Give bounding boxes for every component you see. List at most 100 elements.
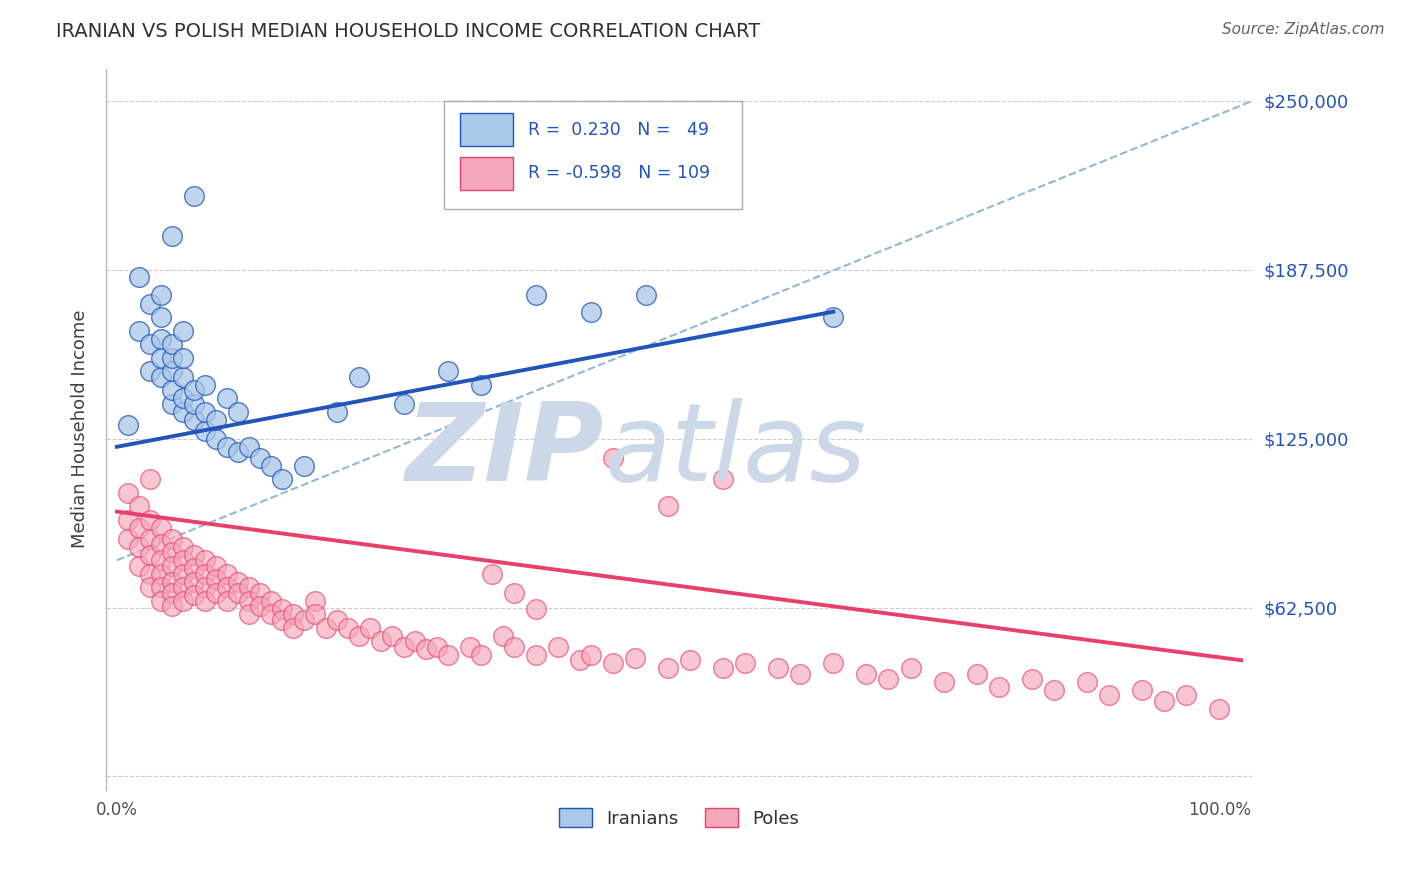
Point	[217, 594, 239, 608]
Point	[139, 532, 162, 546]
Point	[183, 383, 205, 397]
Point	[823, 310, 845, 324]
Point	[205, 558, 228, 573]
Text: Source: ZipAtlas.com: Source: ZipAtlas.com	[1222, 22, 1385, 37]
Point	[117, 532, 139, 546]
Point	[624, 650, 647, 665]
Point	[711, 661, 734, 675]
Point	[1153, 694, 1175, 708]
Point	[249, 585, 271, 599]
Point	[150, 580, 173, 594]
Point	[249, 450, 271, 465]
Point	[502, 585, 524, 599]
Point	[579, 648, 602, 662]
Point	[226, 574, 249, 589]
Point	[172, 324, 194, 338]
Point	[426, 640, 449, 654]
Point	[139, 580, 162, 594]
Point	[238, 580, 260, 594]
Point	[205, 585, 228, 599]
Point	[238, 607, 260, 622]
Point	[1043, 682, 1066, 697]
Point	[283, 607, 305, 622]
Point	[160, 574, 183, 589]
Point	[205, 413, 228, 427]
Point	[128, 540, 150, 554]
Point	[217, 391, 239, 405]
Point	[150, 553, 173, 567]
Point	[160, 337, 183, 351]
Point	[217, 580, 239, 594]
Point	[160, 364, 183, 378]
Point	[823, 656, 845, 670]
Point	[150, 310, 173, 324]
FancyBboxPatch shape	[460, 113, 513, 146]
Point	[470, 377, 492, 392]
Point	[249, 599, 271, 614]
Point	[128, 558, 150, 573]
Point	[172, 391, 194, 405]
Point	[183, 396, 205, 410]
Point	[470, 648, 492, 662]
Point	[370, 634, 392, 648]
Point	[139, 296, 162, 310]
Point	[1076, 674, 1098, 689]
Point	[160, 229, 183, 244]
Point	[183, 188, 205, 202]
Point	[966, 666, 988, 681]
Point	[1021, 672, 1043, 686]
Point	[183, 413, 205, 427]
Point	[150, 537, 173, 551]
Point	[172, 553, 194, 567]
Point	[349, 369, 371, 384]
Point	[436, 648, 458, 662]
Point	[128, 324, 150, 338]
Point	[160, 383, 183, 397]
Point	[139, 513, 162, 527]
Point	[117, 513, 139, 527]
Point	[524, 288, 547, 302]
Point	[128, 521, 150, 535]
Point	[568, 653, 591, 667]
Point	[900, 661, 922, 675]
Point	[238, 440, 260, 454]
Point	[524, 648, 547, 662]
Point	[315, 621, 337, 635]
Point	[139, 364, 162, 378]
Point	[150, 332, 173, 346]
Point	[415, 642, 437, 657]
Point	[1208, 702, 1230, 716]
Point	[217, 566, 239, 581]
Point	[217, 440, 239, 454]
Point	[381, 629, 404, 643]
Point	[183, 561, 205, 575]
Point	[304, 594, 326, 608]
Point	[172, 580, 194, 594]
Point	[139, 548, 162, 562]
Point	[160, 532, 183, 546]
Point	[481, 566, 503, 581]
FancyBboxPatch shape	[460, 156, 513, 190]
Point	[160, 396, 183, 410]
Point	[194, 594, 217, 608]
Point	[1175, 689, 1198, 703]
Point	[711, 472, 734, 486]
Point	[271, 472, 294, 486]
Point	[602, 656, 624, 670]
Point	[932, 674, 955, 689]
Point	[734, 656, 756, 670]
Point	[150, 566, 173, 581]
Point	[657, 661, 679, 675]
Point	[128, 500, 150, 514]
Point	[160, 351, 183, 365]
Point	[1098, 689, 1121, 703]
Point	[326, 404, 349, 418]
Point	[392, 396, 415, 410]
Text: R = -0.598   N = 109: R = -0.598 N = 109	[527, 164, 710, 182]
Point	[292, 613, 315, 627]
Point	[194, 566, 217, 581]
Point	[226, 585, 249, 599]
Point	[337, 621, 360, 635]
Point	[172, 540, 194, 554]
Point	[602, 450, 624, 465]
